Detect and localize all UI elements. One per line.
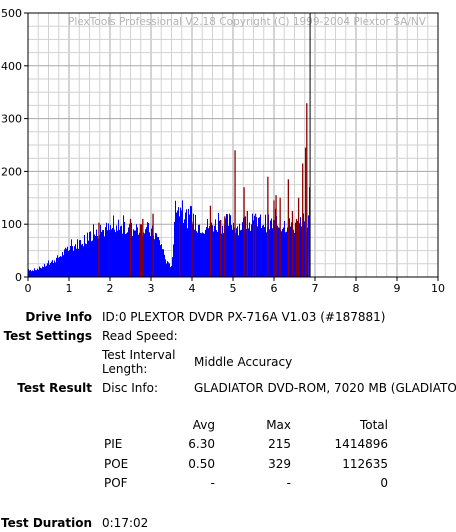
x-tick-label: 10 <box>431 282 445 295</box>
pie-series <box>28 200 309 277</box>
test-interval-label: Test Interval Length: <box>102 348 176 376</box>
test-interval-value: Middle Accuracy <box>194 355 293 369</box>
y-tick-label: 200 <box>1 165 22 178</box>
x-tick-label: 5 <box>230 282 237 295</box>
stats-row-name: POF <box>104 476 128 490</box>
stats-row-max: 329 <box>268 457 291 471</box>
x-tick-label: 9 <box>394 282 401 295</box>
stats-row-name: PIE <box>104 437 123 451</box>
test-duration-label: Test Duration <box>1 516 92 530</box>
y-tick-label: 400 <box>1 60 22 73</box>
stats-row-avg: 0.50 <box>188 457 215 471</box>
stats-row-max: - <box>286 476 291 490</box>
stats-header-max: Max <box>266 418 291 432</box>
test-settings-label: Test Settings <box>3 329 92 343</box>
stats-row-avg: - <box>210 476 215 490</box>
scan-chart: PlexTools Professional V2.18 Copyright (… <box>1 7 445 295</box>
x-tick-label: 7 <box>312 282 319 295</box>
y-tick-label: 300 <box>1 113 22 126</box>
read-speed-label: Read Speed: <box>102 329 178 343</box>
stats-row-total: 112635 <box>342 457 388 471</box>
x-tick-label: 1 <box>66 282 73 295</box>
x-tick-label: 0 <box>25 282 32 295</box>
stats-row-name: POE <box>104 457 129 471</box>
disc-info-label: Disc Info: <box>102 381 158 395</box>
stats-row-max: 215 <box>268 437 291 451</box>
y-tick-label: 100 <box>1 218 22 231</box>
y-tick-label: 500 <box>1 7 22 20</box>
x-tick-label: 6 <box>271 282 278 295</box>
disc-info-value: GLADIATOR DVD-ROM, 7020 MB (GLADIATOR) <box>194 381 456 395</box>
stats-header-avg: Avg <box>192 418 215 432</box>
stats-row-total: 0 <box>380 476 388 490</box>
x-tick-label: 8 <box>353 282 360 295</box>
stats-header-total: Total <box>359 418 388 432</box>
y-tick-label: 0 <box>15 271 22 284</box>
stats-row-avg: 6.30 <box>188 437 215 451</box>
test-duration-value: 0:17:02 <box>102 516 149 530</box>
x-tick-label: 4 <box>189 282 196 295</box>
x-tick-label: 2 <box>107 282 114 295</box>
stats-row-total: 1414896 <box>334 437 388 451</box>
drive-info-label: Drive Info <box>25 310 92 324</box>
drive-info-value: ID:0 PLEXTOR DVDR PX-716A V1.03 (#187881… <box>102 310 386 324</box>
test-result-label: Test Result <box>17 381 92 395</box>
watermark-text: PlexTools Professional V2.18 Copyright (… <box>68 16 427 28</box>
x-tick-label: 3 <box>148 282 155 295</box>
